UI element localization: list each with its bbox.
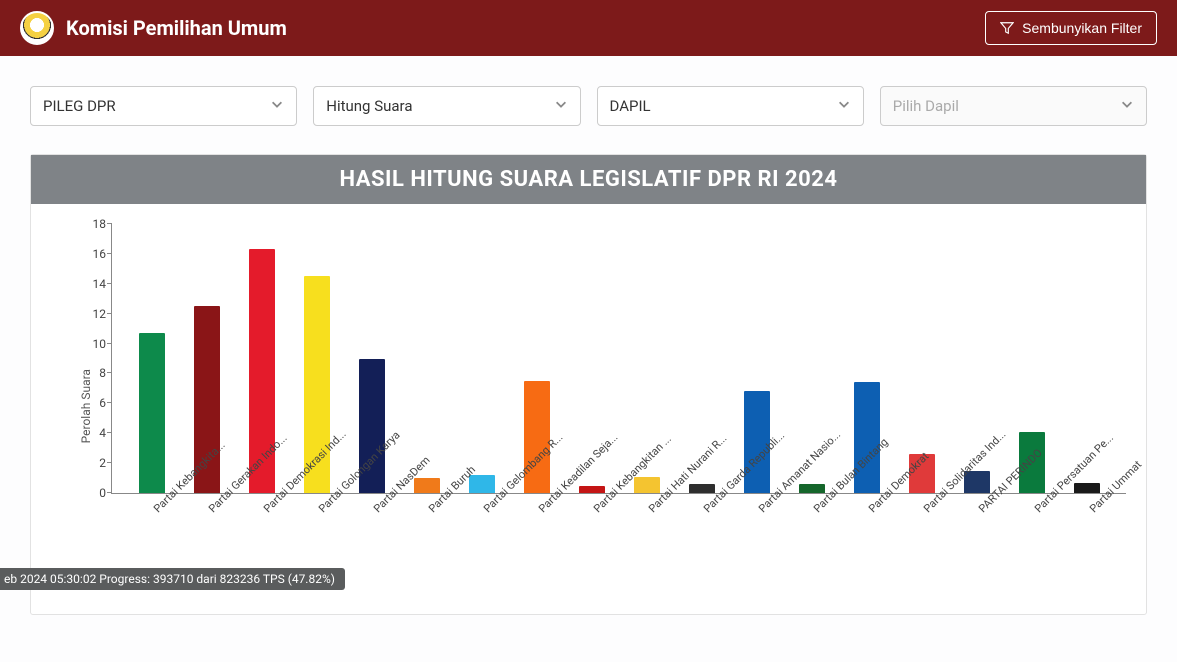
kpu-logo-icon [20, 11, 54, 45]
x-label-slot: Partai Buruh [398, 500, 453, 600]
filter-icon [1000, 21, 1014, 35]
x-label-slot: Partai NasDem [343, 500, 398, 600]
x-label-slot: Partai Persatuan Pe... [1004, 500, 1059, 600]
x-label-slot: Partai Gelombang R... [453, 500, 508, 600]
header-left: Komisi Pemilihan Umum [20, 11, 287, 45]
y-tick-label: 18 [76, 217, 106, 231]
x-label-slot: Partai Garda Republi... [674, 500, 729, 600]
y-tick-label: 4 [76, 426, 106, 440]
toggle-filter-button[interactable]: Sembunyikan Filter [985, 11, 1157, 45]
bar[interactable] [1074, 483, 1100, 493]
y-tick-label: 0 [76, 486, 106, 500]
bar-slot [124, 224, 179, 493]
y-tick-label: 2 [76, 456, 106, 470]
x-label-slot: Partai Bulan Bintang [784, 500, 839, 600]
x-label-slot: Partai Kebangkitan ... [564, 500, 619, 600]
status-bar: eb 2024 05:30:02 Progress: 393710 dari 8… [0, 568, 345, 590]
filter-label: Hitung Suara [326, 97, 412, 115]
y-tick-label: 16 [76, 247, 106, 261]
y-tick-mark [107, 492, 112, 493]
filter-select-3: Pilih Dapil [880, 86, 1147, 126]
y-tick-mark [107, 462, 112, 463]
chevron-down-icon [837, 97, 851, 115]
x-label-slot: Partai Ummat [1059, 500, 1114, 600]
y-tick-label: 14 [76, 277, 106, 291]
bar[interactable] [634, 477, 660, 493]
y-tick-mark [107, 402, 112, 403]
bar-slot [399, 224, 454, 493]
y-tick-mark [107, 283, 112, 284]
x-label-slot: Partai Keadilan Seja... [508, 500, 563, 600]
y-tick-label: 10 [76, 337, 106, 351]
y-tick-label: 12 [76, 307, 106, 321]
filter-button-label: Sembunyikan Filter [1022, 20, 1142, 36]
filter-select-2[interactable]: DAPIL [597, 86, 864, 126]
x-label-slot: Partai Demokrat [839, 500, 894, 600]
app-header: Komisi Pemilihan Umum Sembunyikan Filter [0, 0, 1177, 56]
filter-label: Pilih Dapil [893, 97, 959, 115]
chevron-down-icon [1120, 97, 1134, 115]
y-tick-mark [107, 372, 112, 373]
chevron-down-icon [270, 97, 284, 115]
x-label-slot: Partai Amanat Nasio... [729, 500, 784, 600]
chart-title: HASIL HITUNG SUARA LEGISLATIF DPR RI 202… [31, 155, 1146, 204]
bar[interactable] [139, 333, 165, 493]
x-label-slot: Partai Hati Nurani R... [619, 500, 674, 600]
bar-slot [454, 224, 509, 493]
y-tick-mark [107, 223, 112, 224]
y-tick-mark [107, 343, 112, 344]
bar[interactable] [689, 484, 715, 493]
filter-label: PILEG DPR [43, 97, 116, 115]
filter-select-1[interactable]: Hitung Suara [313, 86, 580, 126]
bar[interactable] [414, 478, 440, 493]
x-label-slot: PARTAI PERINDO [949, 500, 1004, 600]
chart-area: Perolah Suara 024681012141618 Partai Keb… [31, 204, 1146, 614]
filter-select-0[interactable]: PILEG DPR [30, 86, 297, 126]
chart-panel: HASIL HITUNG SUARA LEGISLATIF DPR RI 202… [30, 154, 1147, 615]
x-label-slot: Partai Solidaritas Ind... [894, 500, 949, 600]
bar[interactable] [579, 486, 605, 493]
content-area: PILEG DPR Hitung Suara DAPIL Pilih Dapil HA… [0, 56, 1177, 615]
filters-row: PILEG DPR Hitung Suara DAPIL Pilih Dapil [30, 86, 1147, 126]
y-tick-mark [107, 313, 112, 314]
bar[interactable] [799, 484, 825, 493]
y-tick-mark [107, 253, 112, 254]
y-tick-mark [107, 432, 112, 433]
filter-label: DAPIL [610, 97, 651, 115]
y-tick-label: 8 [76, 366, 106, 380]
app-title: Komisi Pemilihan Umum [66, 16, 287, 40]
y-tick-label: 6 [76, 396, 106, 410]
chevron-down-icon [554, 97, 568, 115]
